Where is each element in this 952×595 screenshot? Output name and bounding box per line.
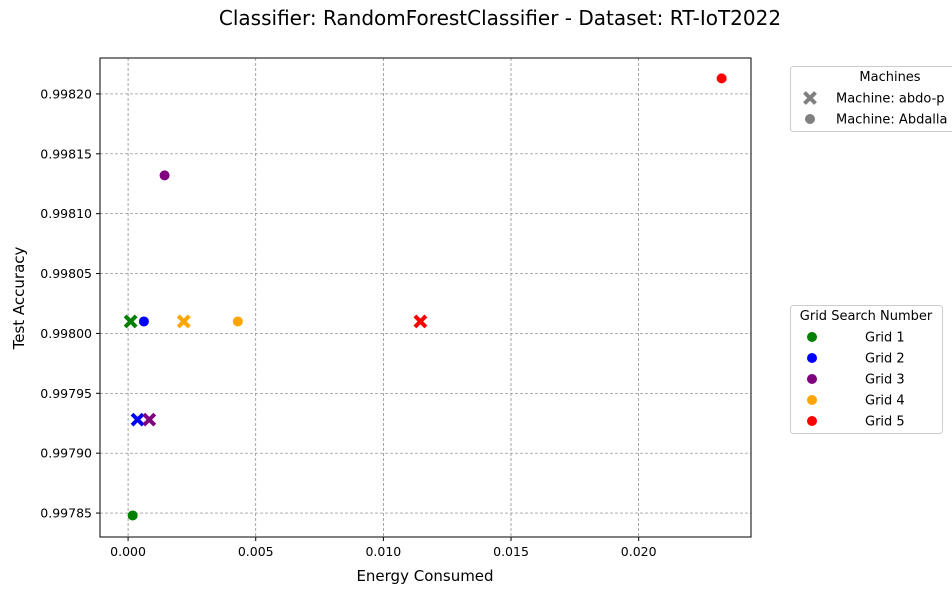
grid-legend-label: Grid 2: [865, 352, 905, 367]
y-tick-label: 0.99810: [40, 206, 92, 221]
grid-legend: Grid Search Number Grid 1 Grid 2 Grid 3 Gri…: [790, 305, 943, 434]
grid-legend-box: [790, 305, 943, 434]
grid-4-x-point: [176, 314, 191, 329]
grid-legend-marker: [807, 416, 817, 426]
grid-5-circle-point: [716, 73, 727, 84]
machines-legend-box: [790, 66, 952, 132]
grid-4-circle-point: [232, 316, 243, 327]
grid-legend-marker: [807, 374, 817, 384]
grid-2-circle-point: [138, 316, 149, 327]
grid-legend-marker: [807, 353, 817, 363]
grid-legend-label: Grid 5: [865, 415, 905, 430]
y-tick-label: 0.99820: [40, 86, 92, 101]
plot-frame: [99, 57, 752, 538]
x-tick-label: 0.000: [110, 544, 146, 559]
y-tick-label: 0.99815: [40, 146, 92, 161]
machines-legend-label: Machine: Abdalla: [836, 113, 947, 128]
x-tick-label: 0.020: [621, 544, 657, 559]
chart-title: Classifier: RandomForestClassifier - Dat…: [219, 6, 781, 30]
grid-legend-label: Grid 1: [865, 331, 905, 346]
y-axis-label: Test Accuracy: [10, 246, 28, 350]
grid-1-circle-point: [127, 510, 138, 521]
grid-legend-label: Grid 3: [865, 373, 905, 388]
y-tick-label: 0.99795: [40, 386, 92, 401]
x-tick-label: 0.010: [365, 544, 401, 559]
grid-legend-marker: [807, 395, 817, 405]
x-tick-label: 0.015: [493, 544, 529, 559]
grid-legend-title: Grid Search Number: [800, 309, 933, 324]
machines-legend-label: Machine: abdo-p: [836, 92, 945, 107]
y-tick-label: 0.99785: [40, 506, 92, 521]
x-axis-label: Energy Consumed: [356, 567, 493, 585]
circle-marker-icon: [805, 114, 815, 124]
grid-2-x-point: [130, 412, 145, 427]
y-tick-label: 0.99805: [40, 266, 92, 281]
machines-legend: Machines Machine: abdo-p Machine: Abdalla: [790, 66, 952, 132]
plot-area: 0.000 0.005 0.010 0.015 0.020 0.99785 0.99790 0…: [40, 57, 752, 559]
x-tick-label: 0.005: [238, 544, 274, 559]
machines-legend-title: Machines: [859, 70, 920, 85]
grid-3-circle-point: [159, 170, 170, 181]
grid-legend-marker: [807, 332, 817, 342]
grid-legend-label: Grid 4: [865, 394, 905, 409]
grid-5-x-point: [413, 314, 428, 329]
x-marker-icon: [803, 91, 817, 105]
grid-1-x-point: [123, 314, 138, 329]
y-tick-label: 0.99790: [40, 446, 92, 461]
grid-3-x-point: [142, 412, 157, 427]
y-tick-label: 0.99800: [40, 326, 92, 341]
